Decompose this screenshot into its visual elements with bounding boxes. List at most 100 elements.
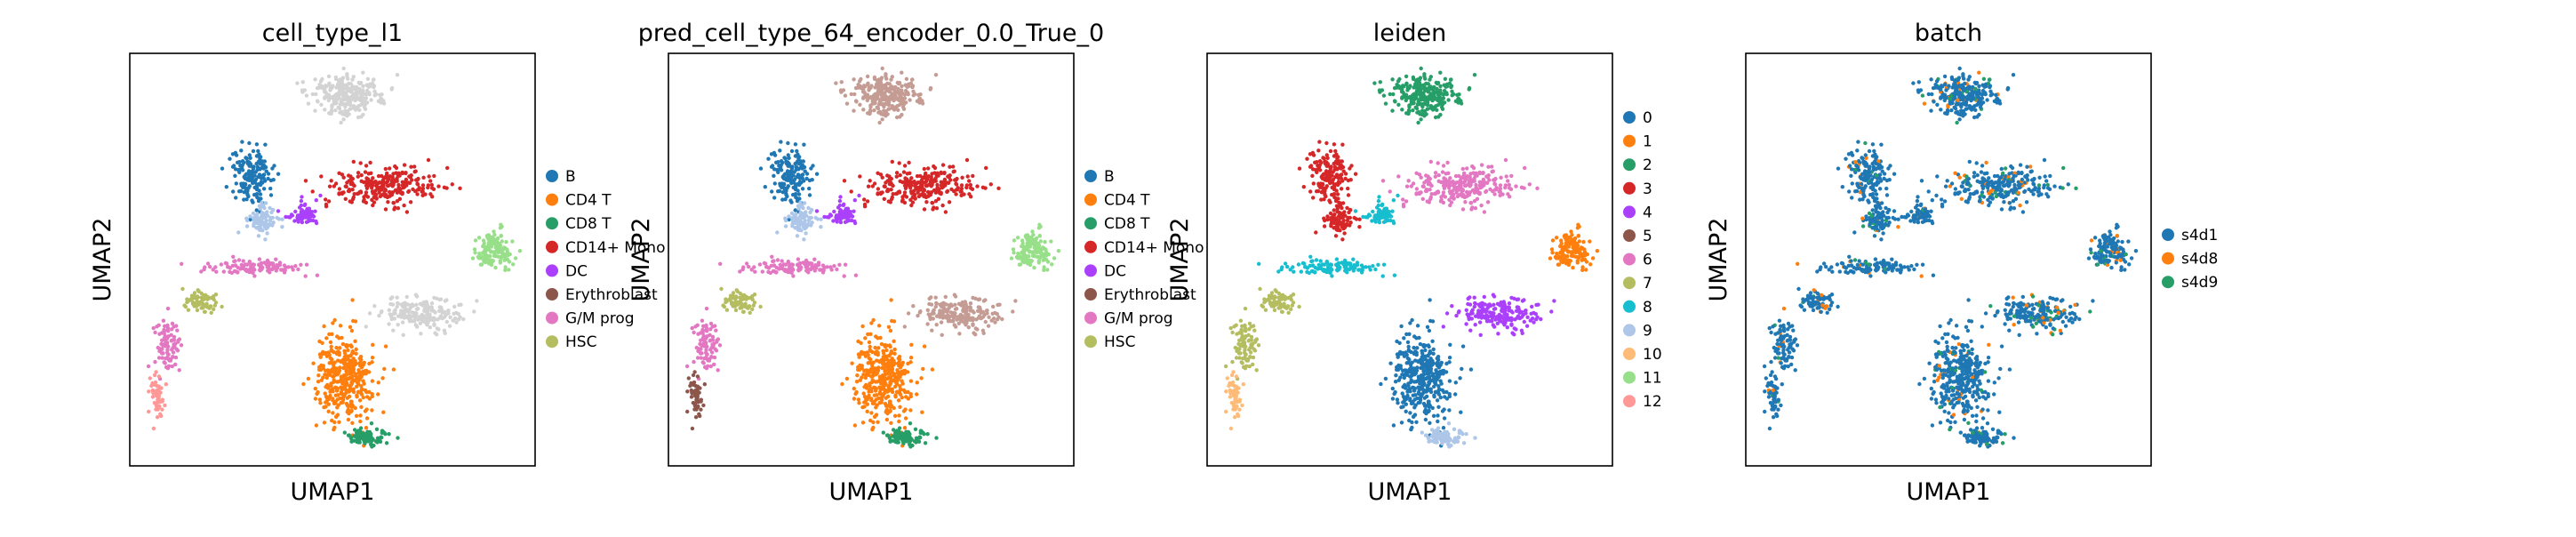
scatter-point <box>879 101 884 107</box>
scatter-point <box>867 340 872 345</box>
scatter-point <box>254 142 260 147</box>
scatter-point <box>692 382 696 387</box>
scatter-point <box>244 216 249 220</box>
scatter-point <box>224 185 228 189</box>
scatter-point <box>863 354 868 358</box>
scatter-point <box>974 317 979 322</box>
scatter-point <box>252 218 256 222</box>
scatter-point <box>203 309 207 314</box>
scatter-point <box>698 341 702 347</box>
scatter-point <box>266 176 270 181</box>
scatter-point <box>483 249 487 253</box>
scatter-point <box>348 199 352 204</box>
scatter-point <box>364 92 369 97</box>
scatter-point <box>749 268 754 272</box>
scatter-point <box>898 384 902 389</box>
scatter-point <box>865 199 870 204</box>
scatter-point <box>783 224 788 228</box>
scatter-point <box>324 94 330 100</box>
scatter-point <box>251 262 255 267</box>
scatter-point <box>500 239 504 244</box>
scatter-point <box>1402 94 1407 100</box>
scatter-point <box>212 294 216 299</box>
scatter-point <box>1396 174 1401 179</box>
scatter-point <box>696 404 700 409</box>
scatter-point <box>1424 81 1428 86</box>
scatter-point <box>359 384 364 389</box>
scatter-point <box>905 172 909 176</box>
scatter-point <box>748 310 752 315</box>
scatter-point <box>484 260 489 264</box>
scatter-point <box>1022 245 1027 250</box>
scatter-point <box>421 319 426 324</box>
scatter-point <box>825 215 829 220</box>
scatter-point <box>396 182 401 188</box>
scatter-point <box>347 102 351 107</box>
scatter-point <box>396 206 401 211</box>
scatter-point <box>842 211 846 215</box>
scatter-point <box>170 364 174 369</box>
scatter-point <box>772 259 776 263</box>
scatter-point <box>892 372 897 376</box>
scatter-point <box>880 66 884 71</box>
scatter-point <box>343 387 348 391</box>
scatter-point <box>900 98 904 102</box>
scatter-point <box>973 333 978 337</box>
scatter-point <box>371 176 375 180</box>
scatter-point <box>1487 178 1492 182</box>
scatter-point <box>945 309 950 314</box>
scatter-point <box>343 184 348 188</box>
scatter-point <box>337 192 341 196</box>
scatter-point <box>1479 182 1484 187</box>
scatter-point <box>896 81 901 86</box>
scatter-point <box>810 220 814 225</box>
scatter-point <box>1514 184 1518 188</box>
scatter-point <box>731 291 736 295</box>
scatter-point <box>797 180 803 184</box>
scatter-point <box>917 96 922 101</box>
scatter-point <box>793 142 798 147</box>
scatter-point <box>357 398 363 403</box>
scatter-point <box>1000 317 1004 322</box>
scatter-point <box>361 92 365 96</box>
scatter-point <box>457 302 461 308</box>
scatter-point <box>302 203 307 208</box>
scatter-point <box>689 395 694 399</box>
scatter-point <box>369 442 373 446</box>
scatter-point <box>1473 173 1477 179</box>
scatter-point <box>233 150 238 156</box>
scatter-point <box>435 296 439 301</box>
scatter-point <box>868 367 873 372</box>
y-axis-label: UMAP2 <box>628 218 655 302</box>
scatter-point <box>812 257 817 261</box>
scatter-point <box>1390 209 1395 213</box>
scatter-point <box>358 430 364 435</box>
scatter-point <box>1463 200 1468 204</box>
scatter-point <box>858 102 862 108</box>
scatter-point <box>396 436 400 440</box>
scatter-point <box>1351 257 1356 261</box>
scatter-point <box>372 77 376 82</box>
scatter-point <box>1411 181 1416 186</box>
scatter-point <box>1456 96 1460 101</box>
scatter-point <box>760 269 764 274</box>
scatter-point <box>445 165 450 171</box>
scatter-point <box>1334 152 1339 156</box>
scatter-point <box>1322 156 1326 161</box>
scatter-point <box>1391 220 1396 226</box>
scatter-point <box>1310 150 1316 156</box>
scatter-point <box>890 378 894 382</box>
scatter-point <box>1028 260 1033 264</box>
scatter-point <box>779 140 783 144</box>
scatter-point <box>719 286 724 292</box>
scatter-point <box>236 265 240 270</box>
scatter-point <box>327 82 332 87</box>
scatter-point <box>420 183 426 188</box>
scatter-point <box>435 326 439 331</box>
scatter-point <box>498 226 503 230</box>
scatter-point <box>1418 101 1423 107</box>
scatter-point <box>325 382 330 388</box>
scatter-point <box>484 245 488 250</box>
scatter-point <box>954 192 958 196</box>
scatter-point <box>887 343 892 348</box>
